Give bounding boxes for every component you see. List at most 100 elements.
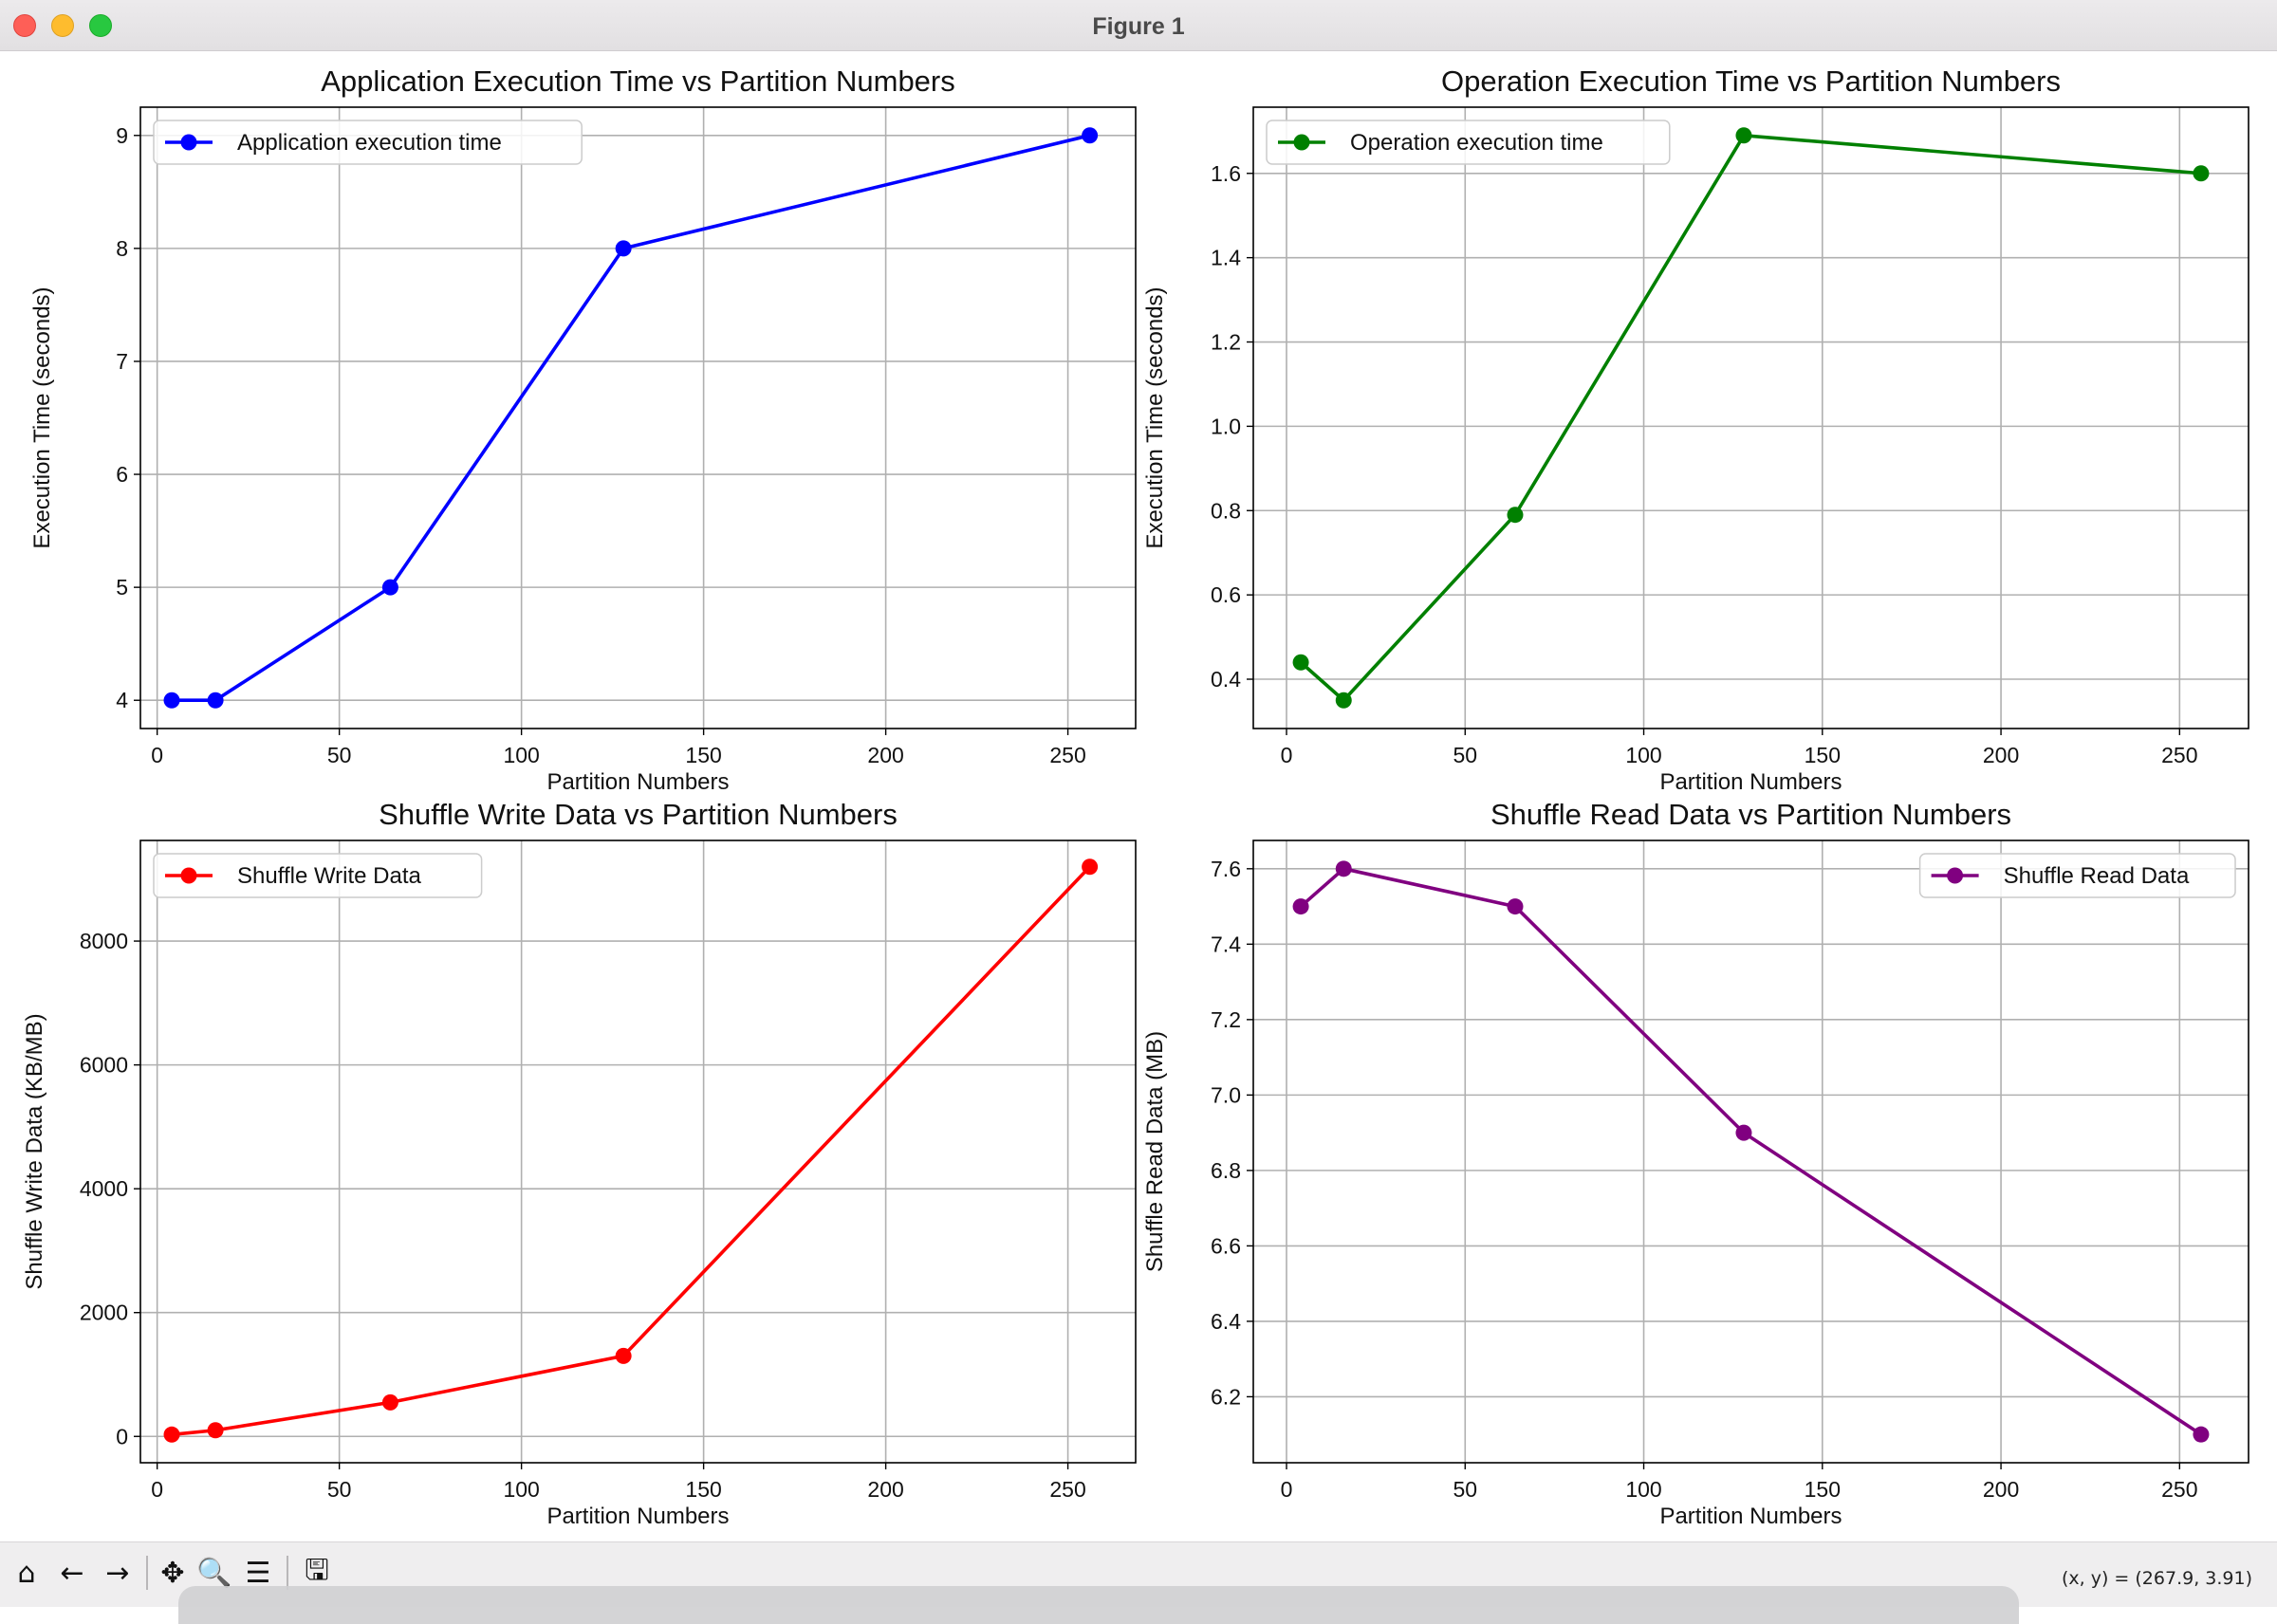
x-tick-label: 0	[1281, 1477, 1293, 1502]
data-point	[1082, 127, 1099, 144]
x-tick-label: 250	[2161, 743, 2197, 767]
window-title: Figure 1	[1092, 13, 1185, 40]
data-point	[2193, 165, 2210, 182]
legend-label: Shuffle Write Data	[237, 863, 422, 889]
y-tick-label: 1.6	[1211, 161, 1241, 186]
y-tick-label: 1.0	[1211, 414, 1241, 438]
y-tick-label: 6000	[80, 1053, 128, 1078]
y-tick-label: 1.2	[1211, 330, 1241, 355]
data-point	[1507, 898, 1524, 915]
data-point	[163, 1426, 180, 1443]
close-window-button[interactable]	[13, 14, 36, 37]
x-tick-label: 0	[151, 743, 163, 767]
x-tick-label: 100	[503, 743, 539, 767]
legend: Operation execution time	[1266, 120, 1671, 165]
y-axis-label: Shuffle Write Data (KB/MB)	[22, 1013, 47, 1289]
subplot-2: 0 50 100 150 200 250 0.4 0.6 0.8 1.0 1.2 1.4 1.6 Oper…	[1142, 65, 2249, 795]
legend-box	[1266, 120, 1671, 165]
legend-box	[1918, 853, 2236, 898]
configure-subplots-icon[interactable]: ☰	[245, 1556, 271, 1590]
series-line	[171, 865, 1091, 1437]
chart-title: Application Execution Time vs Partition …	[321, 65, 955, 98]
forward-arrow-icon[interactable]: →	[105, 1556, 130, 1590]
axes-frame	[139, 840, 1137, 1464]
data-point	[207, 692, 224, 709]
y-tick-label: 6.8	[1211, 1158, 1241, 1183]
subplot-4: 0 50 100 150 200 250 6.2 6.4 6.6 6.8 7.0 7.2 7.4 7.6 S…	[1142, 798, 2249, 1529]
x-axis-label: Partition Numbers	[546, 1504, 729, 1529]
data-point	[1292, 898, 1309, 915]
dock-edge	[178, 1586, 2019, 1624]
legend: Application execution time	[153, 120, 583, 165]
data-point	[1735, 1124, 1752, 1141]
axes-frame	[1252, 840, 2249, 1464]
chart-title: Shuffle Write Data vs Partition Numbers	[379, 798, 898, 831]
data-point	[163, 692, 180, 709]
maximize-window-button[interactable]	[89, 14, 112, 37]
zoom-icon[interactable]: 🔍	[196, 1556, 232, 1590]
y-tick-label: 0.6	[1211, 582, 1241, 607]
y-tick-label: 7.2	[1211, 1007, 1241, 1032]
legend-marker	[1293, 134, 1310, 151]
x-tick-label: 50	[327, 1477, 352, 1502]
chart-title: Shuffle Read Data vs Partition Numbers	[1490, 798, 2011, 831]
data-point	[615, 1347, 632, 1364]
y-tick-label: 7.4	[1211, 932, 1241, 956]
x-tick-label: 250	[1049, 1477, 1085, 1502]
y-tick-label: 1.4	[1211, 246, 1241, 270]
legend: Shuffle Write Data	[153, 853, 483, 898]
save-icon[interactable]: 🖫	[305, 1553, 329, 1587]
subplot-3: 0 50 100 150 200 250 0 2000 4000 6000 8000 Shuffle …	[22, 798, 1137, 1529]
data-point	[381, 1393, 398, 1411]
subplot-1: 0 50 100 150 200 250 4 5 6 7 8 9 Application Executi…	[29, 65, 1137, 795]
y-tick-label: 0.4	[1211, 667, 1241, 692]
x-tick-label: 250	[2161, 1477, 2197, 1502]
legend-label: Operation execution time	[1350, 130, 1603, 156]
x-tick-label: 150	[1805, 1477, 1841, 1502]
y-tick-label: 0	[116, 1424, 128, 1449]
y-axis-label: Execution Time (seconds)	[1142, 286, 1168, 548]
axes-frame	[1252, 106, 2249, 729]
legend-label: Application execution time	[237, 130, 502, 156]
legend-marker	[1947, 867, 1964, 884]
data-point	[2193, 1426, 2210, 1443]
x-tick-label: 0	[1281, 743, 1293, 767]
legend-marker	[180, 867, 197, 884]
x-axis-label: Partition Numbers	[546, 769, 729, 795]
legend-label: Shuffle Read Data	[2004, 863, 2190, 889]
x-tick-label: 200	[867, 743, 903, 767]
y-tick-label: 7	[116, 349, 128, 374]
back-arrow-icon[interactable]: ←	[60, 1556, 84, 1590]
data-point	[1335, 860, 1352, 877]
data-point	[1292, 654, 1309, 671]
y-tick-label: 6	[116, 462, 128, 487]
pan-icon[interactable]: ✥	[160, 1556, 185, 1590]
data-point	[1082, 858, 1099, 876]
x-tick-label: 50	[1453, 743, 1477, 767]
x-tick-label: 200	[1983, 743, 2019, 767]
x-tick-label: 100	[1625, 743, 1661, 767]
y-tick-label: 4000	[80, 1176, 128, 1201]
legend: Shuffle Read Data	[1918, 853, 2236, 898]
y-tick-label: 6.4	[1211, 1309, 1241, 1334]
x-tick-label: 0	[151, 1477, 163, 1502]
x-tick-label: 150	[685, 1477, 721, 1502]
x-axis-label: Partition Numbers	[1659, 1504, 1842, 1529]
y-tick-label: 9	[116, 123, 128, 148]
data-point	[1507, 507, 1524, 524]
y-axis-label: Shuffle Read Data (MB)	[1142, 1031, 1168, 1272]
x-tick-label: 100	[503, 1477, 539, 1502]
y-tick-label: 7.6	[1211, 857, 1241, 881]
figure-canvas[interactable]: 0 50 100 150 200 250 4 5 6 7 8 9 Application Executi…	[0, 52, 2277, 1541]
series-line	[1299, 133, 2202, 703]
y-axis-label: Execution Time (seconds)	[29, 286, 55, 548]
data-point	[1735, 127, 1752, 144]
x-tick-label: 50	[1453, 1477, 1477, 1502]
y-tick-label: 8000	[80, 929, 128, 953]
home-icon[interactable]: ⌂	[17, 1556, 36, 1590]
chart-title: Operation Execution Time vs Partition Nu…	[1441, 65, 2061, 98]
y-tick-label: 7.0	[1211, 1082, 1241, 1107]
y-tick-label: 6.6	[1211, 1233, 1241, 1258]
data-point	[381, 579, 398, 596]
minimize-window-button[interactable]	[51, 14, 74, 37]
